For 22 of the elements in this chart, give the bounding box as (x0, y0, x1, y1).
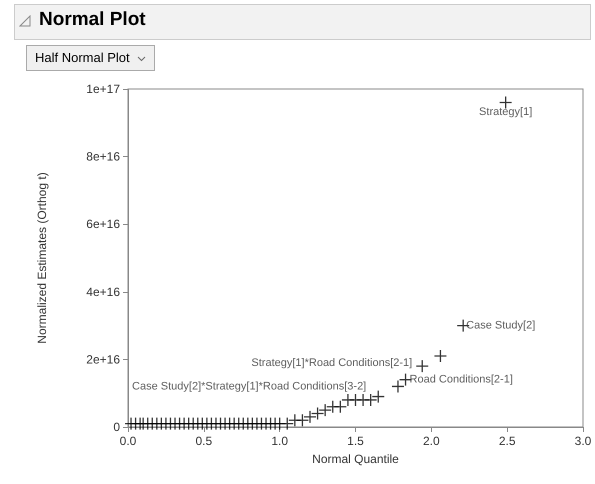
annotation: Case Study[2]*Strategy[1]*Road Conditions[3-2] (132, 380, 366, 393)
x-tick-label: 2.5 (498, 434, 516, 448)
annotation: Case Study[2] (466, 320, 536, 332)
annotation: Road Conditions[2-1] (410, 374, 513, 386)
y-tick-label: 4e+16 (86, 284, 120, 299)
y-tick-label: 6e+16 (86, 217, 120, 232)
annotation: Strategy[1] (479, 106, 532, 118)
x-tick-label: 0.0 (120, 434, 137, 448)
x-tick-label: 2.0 (422, 434, 440, 448)
y-tick-label: 8e+16 (86, 150, 120, 164)
y-axis-title: Normalized Estimates (Orthog t) (35, 172, 49, 344)
x-axis-title: Normal Quantile (312, 452, 400, 466)
y-tick-label: 0 (113, 420, 120, 434)
x-tick-label: 3.0 (574, 434, 592, 448)
x-tick-label: 0.5 (195, 434, 212, 448)
y-tick-label: 1e+17 (86, 82, 120, 96)
x-tick-label: 1.5 (347, 434, 364, 448)
x-tick-label: 1.0 (271, 434, 288, 448)
text: Half Normal Plot (35, 50, 130, 65)
chart-title: Normal Plot (39, 9, 146, 31)
y-tick-label: 2e+16 (86, 352, 120, 366)
annotation: Strategy[1]*Road Conditions[2-1] (251, 357, 412, 370)
